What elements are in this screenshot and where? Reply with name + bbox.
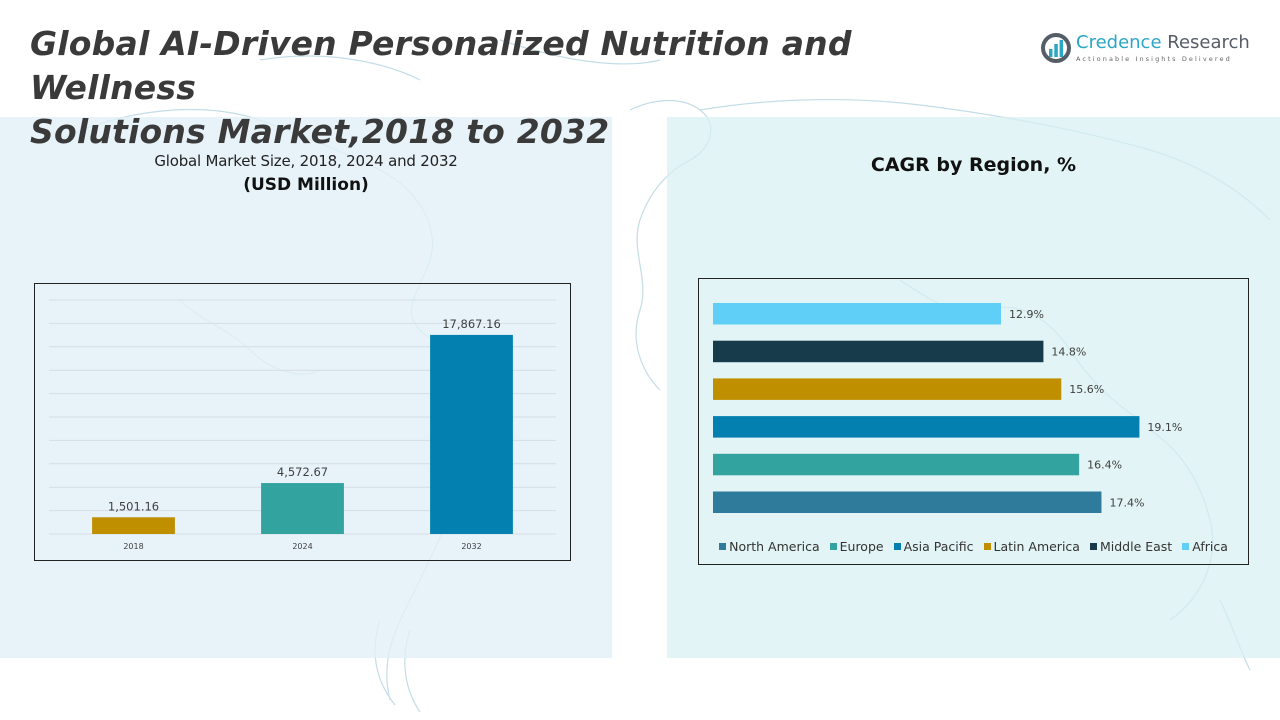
bar-2032 bbox=[430, 334, 513, 534]
bar-value-label: 16.4% bbox=[1087, 459, 1122, 472]
legend-swatch bbox=[983, 543, 991, 550]
cagr-legend: North America Europe Asia Pacific Latin Ame… bbox=[699, 539, 1248, 554]
legend-swatch bbox=[719, 543, 727, 550]
cagr-title: CAGR by Region, % bbox=[870, 154, 1077, 176]
bar-value-label: 14.8% bbox=[1051, 345, 1086, 358]
x-tick-label: 2018 bbox=[123, 542, 143, 551]
bar-value-label: 17,867.16 bbox=[442, 317, 501, 331]
bar-latin-america bbox=[713, 378, 1062, 400]
market-size-heading: Global Market Size, 2018, 2024 and 2032 … bbox=[0, 152, 612, 195]
legend-label: Europe bbox=[839, 539, 884, 554]
legend-label: North America bbox=[729, 539, 820, 554]
market-size-chart-svg: 1,501.16 2018 4,572.67 2024 17,867.16 2032 bbox=[49, 299, 556, 551]
market-size-unit: (USD Million) bbox=[243, 175, 369, 195]
bar-middle-east bbox=[713, 340, 1044, 363]
logo-name: Credence Research bbox=[1076, 33, 1250, 53]
logo-name-credence: Credence bbox=[1076, 32, 1162, 53]
legend-item-latin-america: Latin America bbox=[983, 539, 1080, 554]
legend-label: Africa bbox=[1192, 539, 1228, 554]
legend-swatch bbox=[829, 543, 837, 550]
legend-swatch bbox=[1182, 543, 1190, 550]
legend-item-asia-pacific: Asia Pacific bbox=[893, 539, 974, 554]
legend-swatch bbox=[893, 543, 901, 550]
bar-value-label: 12.9% bbox=[1009, 308, 1044, 321]
legend-label: Middle East bbox=[1099, 539, 1173, 554]
bar-north-america bbox=[713, 491, 1102, 513]
legend-item-middle-east: Middle East bbox=[1089, 539, 1173, 554]
bar-value-label: 17.4% bbox=[1109, 496, 1144, 509]
title-line-2: Solutions Market,2018 to 2032 bbox=[30, 112, 610, 151]
legend-label: Asia Pacific bbox=[903, 539, 974, 554]
bar-value-label: 19.1% bbox=[1147, 421, 1182, 434]
cagr-chart: 12.9% 14.8% 15.6% 19.1% 16.4% 17.4% North Ame… bbox=[698, 278, 1249, 565]
logo-tagline: Actionable Insights Delivered bbox=[1076, 55, 1232, 63]
bar-africa bbox=[713, 303, 1001, 325]
page-title: Global AI-Driven Personalized Nutrition … bbox=[30, 22, 1010, 154]
legend-swatch bbox=[1089, 543, 1097, 550]
x-tick-label: 2024 bbox=[292, 542, 312, 551]
credence-research-logo: Credence Research Actionable Insights De… bbox=[1040, 32, 1250, 64]
bar-chart-circle-icon bbox=[1041, 33, 1071, 63]
bar-value-label: 4,572.67 bbox=[277, 465, 328, 479]
logo-name-research: Research bbox=[1167, 32, 1250, 53]
bar-value-label: 1,501.16 bbox=[108, 499, 159, 513]
bar-europe bbox=[713, 453, 1080, 476]
legend-label: Latin America bbox=[993, 539, 1080, 554]
market-size-subtitle: Global Market Size, 2018, 2024 and 2032 bbox=[154, 152, 458, 170]
bar-asia-pacific bbox=[713, 416, 1140, 438]
legend-item-europe: Europe bbox=[829, 539, 884, 554]
x-tick-label: 2032 bbox=[461, 542, 481, 551]
cagr-chart-svg: 12.9% 14.8% 15.6% 19.1% 16.4% 17.4% bbox=[713, 303, 1182, 513]
legend-item-africa: Africa bbox=[1182, 539, 1228, 554]
market-size-chart: 1,501.16 2018 4,572.67 2024 17,867.16 2032 bbox=[34, 283, 571, 561]
legend-item-north-america: North America bbox=[719, 539, 820, 554]
bar-2018 bbox=[92, 517, 175, 534]
title-line-1: Global AI-Driven Personalized Nutrition … bbox=[30, 24, 852, 107]
bar-value-label: 15.6% bbox=[1069, 383, 1104, 396]
bar-2024 bbox=[261, 483, 344, 534]
